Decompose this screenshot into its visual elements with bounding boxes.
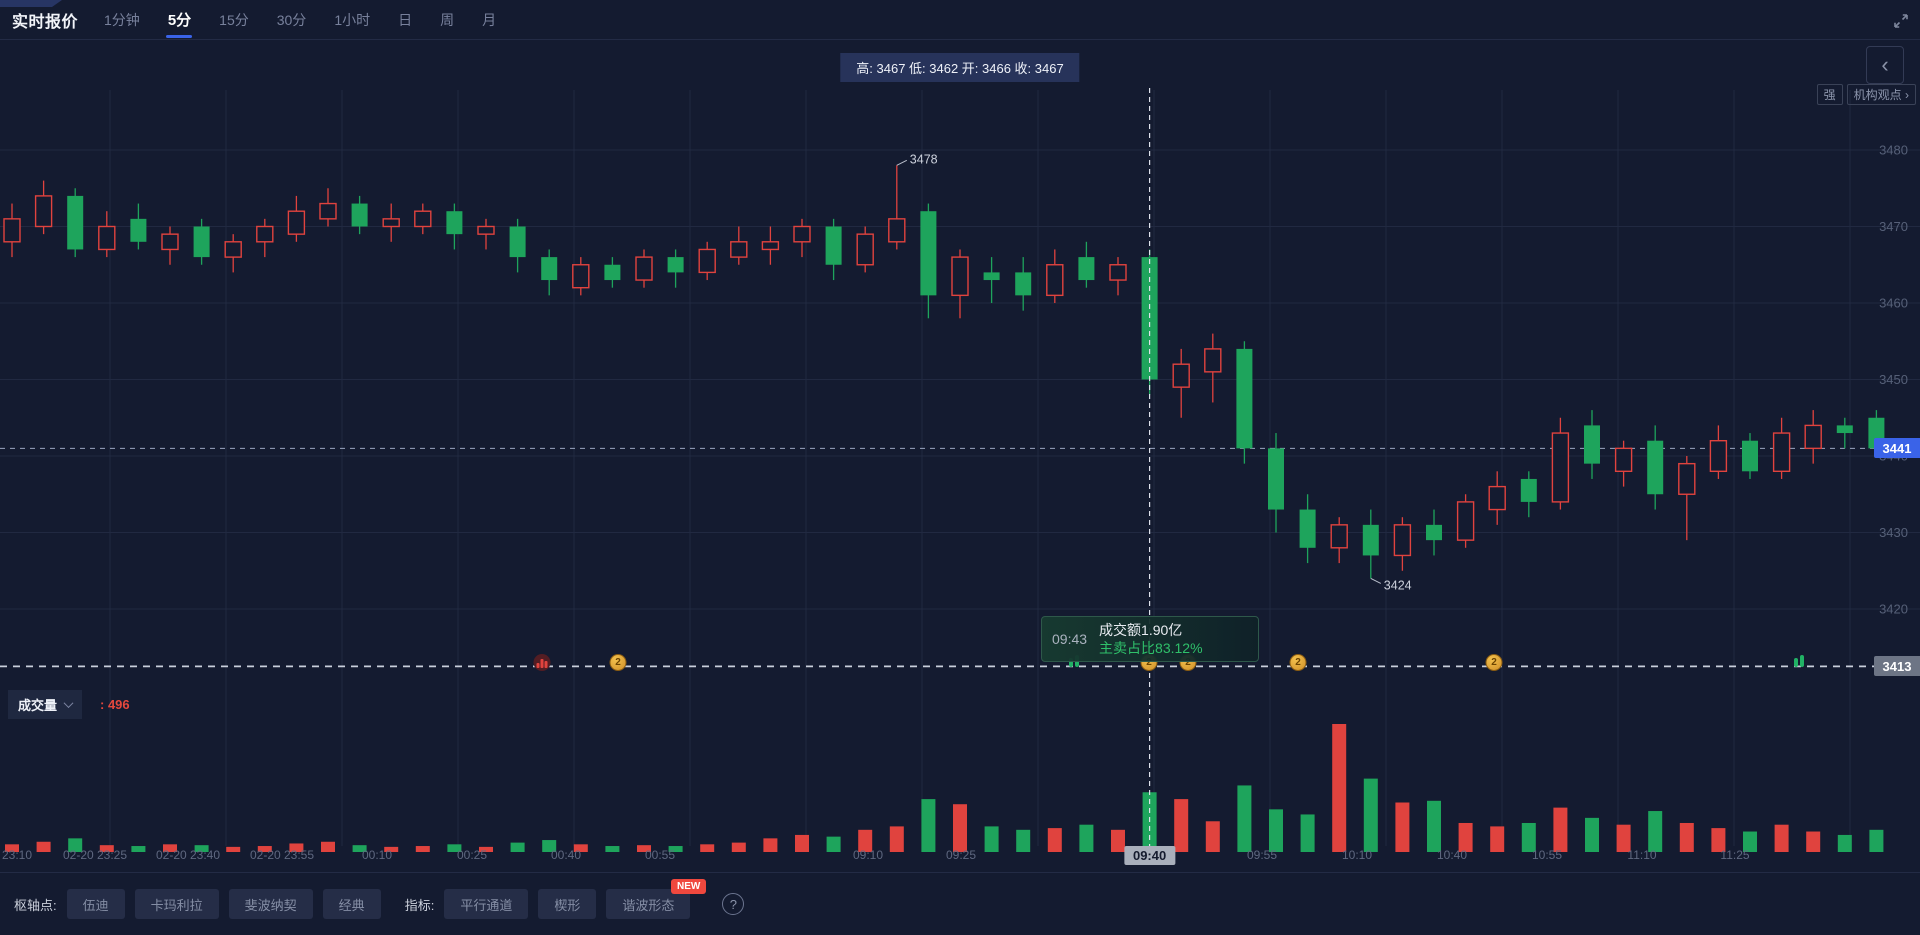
strength-badge[interactable]: 强 [1816,84,1843,105]
pivot-button-3[interactable]: 经典 [322,889,381,919]
volume-label: 成交量 [18,698,58,713]
volume-indicator-header: 成交量 : 496 [8,690,130,719]
new-badge: NEW [671,879,707,894]
time-axis-label-12: 10:40 [1436,848,1468,862]
indicator-label: 指标: [404,897,435,913]
drawing-toolbar: 枢轴点: 伍迪 卡玛利拉 斐波纳契 经典 指标: 平行通道 楔形 谐波形态 NEW ? [0,872,1920,935]
tab-timeframe-7[interactable]: 月 [482,11,497,28]
help-icon[interactable]: ? [722,893,745,915]
time-axis-label-10: 09:55 [1246,848,1278,862]
indicator-button-1[interactable]: 楔形 [538,889,597,919]
svg-text:3424: 3424 [1384,578,1412,592]
coin-icon: 2 [1485,654,1503,671]
candlestick-volume-chart[interactable]: 348034703460345034403430342034783424 [0,40,1920,872]
time-axis-label-9: 09:25 [945,848,977,862]
event-marker-coin[interactable]: 2 [609,654,627,671]
ohlc-info-bar: 高: 3467 低: 3462 开: 3466 收: 3467 [840,53,1080,82]
svg-text:3420: 3420 [1879,602,1908,617]
chart-panel[interactable]: 348034703460345034403430342034783424 高: … [0,40,1920,872]
institution-viewpoint-link[interactable]: 机构观点 › [1846,84,1916,105]
indicator-button-2[interactable]: 谐波形态 NEW [606,879,707,919]
tooltip-turnover: 成交额1.90亿 [1099,622,1183,638]
svg-text:3430: 3430 [1879,525,1908,540]
time-axis-label-15: 11:25 [1720,848,1750,862]
event-marker-coin[interactable]: 2 [1485,654,1503,671]
svg-text:3478: 3478 [910,152,938,166]
svg-text:3450: 3450 [1879,372,1908,387]
time-axis-label-8: 09:10 [852,848,884,862]
pivot-button-2[interactable]: 斐波纳契 [228,889,313,919]
tab-timeframe-5[interactable]: 日 [398,11,413,28]
pivot-button-1[interactable]: 卡玛利拉 [134,889,219,919]
volume-value: : 496 [100,697,130,712]
pivot-button-0[interactable]: 伍迪 [66,889,125,919]
time-axis-label-7: 00:55 [644,848,676,862]
svg-text:3480: 3480 [1879,143,1908,158]
time-axis-label-2: 02-20 23:40 [155,848,221,862]
page-title: 实时报价 [12,13,79,31]
time-axis-label-4: 00:10 [361,848,393,862]
chevron-left-icon: ‹ [1881,52,1889,77]
time-axis-label-6: 00:40 [550,848,582,862]
pivot-buttons: 伍迪 卡玛利拉 斐波纳契 经典 [66,889,391,919]
svg-text:3470: 3470 [1879,219,1908,234]
header-bar: 实时报价 1分钟 5分 15分 30分 1小时 日 周 月 [0,0,1920,40]
event-marker-green-bars[interactable] [1794,654,1804,667]
crosshair-time-badge: 09:40 [1123,846,1176,865]
time-axis-label-3: 02-20 23:55 [249,848,315,862]
red-bars-icon [533,654,551,671]
tab-timeframe-4[interactable]: 1小时 [334,11,371,28]
time-axis-label-1: 02-20 23:25 [62,848,128,862]
event-marker-red-bars[interactable] [533,654,551,671]
time-axis-label-5: 00:25 [456,848,488,862]
coin-icon: 2 [1289,654,1307,671]
tab-timeframe-1[interactable]: 5分 [168,0,191,40]
pivot-label: 枢轴点: [14,897,57,913]
tab-timeframe-6[interactable]: 周 [440,11,455,28]
time-axis-label-14: 11:10 [1627,848,1657,862]
expand-icon[interactable] [1892,12,1910,30]
timeframe-tabs: 1分钟 5分 15分 30分 1小时 日 周 月 [104,0,524,40]
time-axis-label-11: 10:10 [1341,848,1373,862]
volume-indicator-selector[interactable]: 成交量 [8,690,83,719]
alert-price-badge: 3413 [1874,656,1920,677]
indicator-button-0[interactable]: 平行通道 [444,889,529,919]
collapse-panel-button[interactable]: ‹ [1866,46,1904,84]
indicator-buttons: 平行通道 楔形 谐波形态 NEW [444,879,707,919]
tab-timeframe-0[interactable]: 1分钟 [104,11,140,28]
tab-timeframe-3[interactable]: 30分 [276,11,307,28]
crosshair-tooltip: 09:43 成交额1.90亿 主卖占比83.12% [1041,616,1259,662]
institution-view-widget: 强 机构观点 › [1816,84,1916,105]
corner-decoration [0,0,62,7]
tooltip-sell-ratio: 主卖占比83.12% [1099,640,1203,656]
tooltip-time: 09:43 [1052,631,1088,647]
event-marker-coin[interactable]: 2 [1289,654,1307,671]
tab-timeframe-2[interactable]: 15分 [219,11,249,28]
green-bars-icon [1794,654,1804,667]
time-axis-label-0: 23:10 [1,848,33,862]
coin-icon: 2 [609,654,627,671]
chevron-down-icon [63,698,74,709]
last-price-badge: 3441 [1874,438,1920,459]
svg-text:3460: 3460 [1879,296,1908,311]
time-axis-label-13: 10:55 [1531,848,1563,862]
